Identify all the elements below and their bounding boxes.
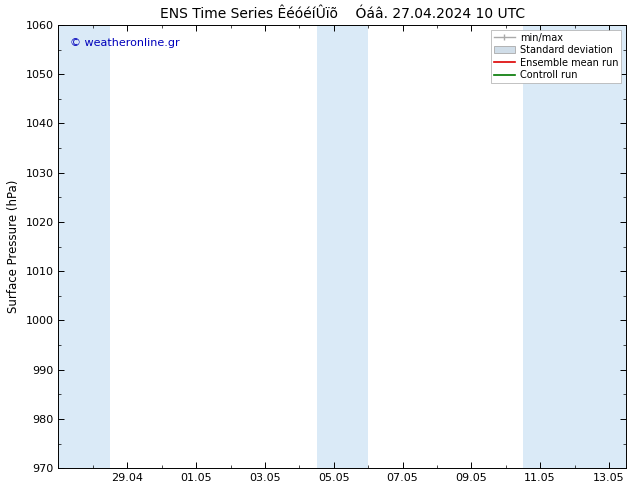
Title: ENS Time Series ÊéóéíÛïõ    Óáâ. 27.04.2024 10 UTC: ENS Time Series ÊéóéíÛïõ Óáâ. 27.04.2024… bbox=[160, 7, 525, 21]
Bar bbox=[351, 25, 368, 468]
Bar bbox=[523, 25, 626, 468]
Bar bbox=[58, 25, 110, 468]
Legend: min/max, Standard deviation, Ensemble mean run, Controll run: min/max, Standard deviation, Ensemble me… bbox=[491, 30, 621, 83]
Y-axis label: Surface Pressure (hPa): Surface Pressure (hPa) bbox=[7, 180, 20, 313]
Bar bbox=[316, 25, 351, 468]
Text: © weatheronline.gr: © weatheronline.gr bbox=[70, 38, 179, 48]
